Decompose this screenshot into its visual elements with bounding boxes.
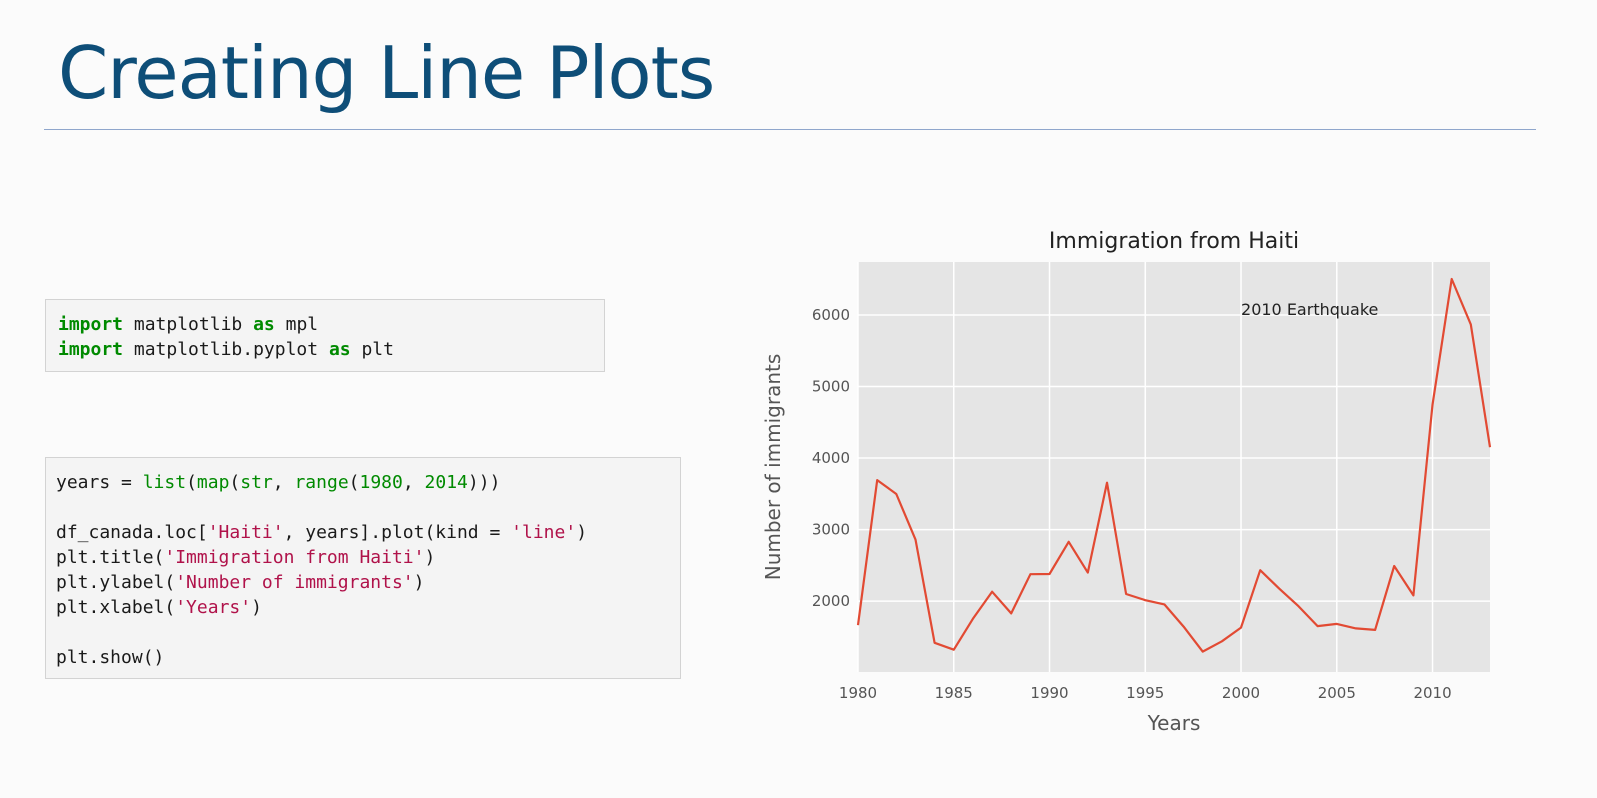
code-token: as: [328, 339, 351, 360]
title-divider: [44, 129, 1536, 130]
code-token: ): [576, 522, 588, 543]
y-tick-label: 2000: [812, 592, 850, 610]
code-token: df_canada.loc[: [56, 522, 208, 543]
chart-svg: 1980 1985 1990 1995 2000 2005 2010 2000 3000 4000…: [761, 229, 1492, 735]
code-token: import: [58, 314, 124, 335]
series-line: [856, 277, 1492, 653]
code-token: ,: [272, 472, 295, 493]
code-token: 'Immigration from Haiti': [164, 547, 425, 568]
code-token: (: [186, 472, 197, 493]
x-tick-label: 1995: [1126, 684, 1164, 702]
code-token: plt: [350, 339, 394, 360]
y-tick-label: 5000: [812, 378, 850, 396]
code-token: matplotlib: [123, 314, 254, 335]
x-tick-label: 2010: [1413, 684, 1451, 702]
code-token: plt.xlabel(: [56, 597, 176, 618]
code-token: ))): [467, 472, 501, 493]
code-line: import matplotlib.pyplot as plt: [58, 337, 604, 362]
code-token: , years].plot(kind =: [283, 522, 512, 543]
code-token: ): [424, 547, 436, 568]
slide-title: Creating Line Plots: [58, 31, 715, 115]
code-token: 'Number of immigrants': [175, 572, 414, 593]
y-axis-label: Number of immigrants: [761, 354, 785, 581]
code-token: ): [413, 572, 425, 593]
y-tick-label: 4000: [812, 449, 850, 467]
x-axis-label: Years: [1147, 711, 1201, 735]
code-line: import matplotlib as mpl: [58, 312, 604, 337]
x-tick-label: 1990: [1030, 684, 1068, 702]
x-tick-label: 2005: [1318, 684, 1356, 702]
code-token: (: [229, 472, 241, 493]
code-token: as: [253, 314, 275, 335]
code-line: plt.title('Immigration from Haiti'): [56, 545, 680, 570]
code-token: (: [348, 472, 360, 493]
code-token: years =: [56, 472, 143, 493]
code-line: df_canada.loc['Haiti', years].plot(kind …: [56, 520, 680, 545]
code-cell-imports[interactable]: import matplotlib as mpl import matplotli…: [45, 299, 605, 372]
code-cell-plot[interactable]: years = list(map(str, range(1980, 2014))…: [45, 457, 681, 679]
code-token: map: [196, 472, 230, 493]
code-token: mpl: [274, 314, 319, 335]
chart-annotation: 2010 Earthquake: [1241, 300, 1378, 319]
code-token: ): [251, 597, 262, 618]
x-tick-label: 1985: [935, 684, 973, 702]
code-token: 2014: [424, 472, 468, 493]
chart-title: Immigration from Haiti: [1049, 229, 1299, 254]
code-token: 1980: [359, 472, 403, 493]
x-tick-label: 2000: [1222, 684, 1260, 702]
code-token: 'Years': [175, 597, 252, 618]
code-token: range: [294, 472, 349, 493]
code-token: ,: [402, 472, 425, 493]
y-tick-label: 3000: [812, 521, 850, 539]
code-token: str: [240, 472, 273, 493]
code-line: plt.ylabel('Number of immigrants'): [56, 570, 680, 595]
code-line: years = list(map(str, range(1980, 2014))…: [56, 470, 680, 495]
code-token: import: [58, 339, 124, 360]
code-token: 'line': [511, 522, 577, 543]
code-line: [56, 620, 680, 645]
code-token: plt.show(): [56, 647, 165, 668]
code-token: matplotlib.pyplot: [123, 339, 329, 360]
y-tick-label: 6000: [812, 306, 850, 324]
code-line: [56, 495, 680, 520]
line-chart: 1980 1985 1990 1995 2000 2005 2010 2000 3000 4000…: [740, 215, 1510, 745]
code-line: plt.xlabel('Years'): [56, 595, 680, 620]
code-token: plt.ylabel(: [56, 572, 176, 593]
code-token: plt.title(: [56, 547, 165, 568]
code-token: 'Haiti': [207, 522, 284, 543]
x-tick-label: 1980: [839, 684, 877, 702]
code-token: list: [142, 472, 187, 493]
code-line: plt.show(): [56, 645, 680, 670]
plot-background: [858, 262, 1490, 672]
